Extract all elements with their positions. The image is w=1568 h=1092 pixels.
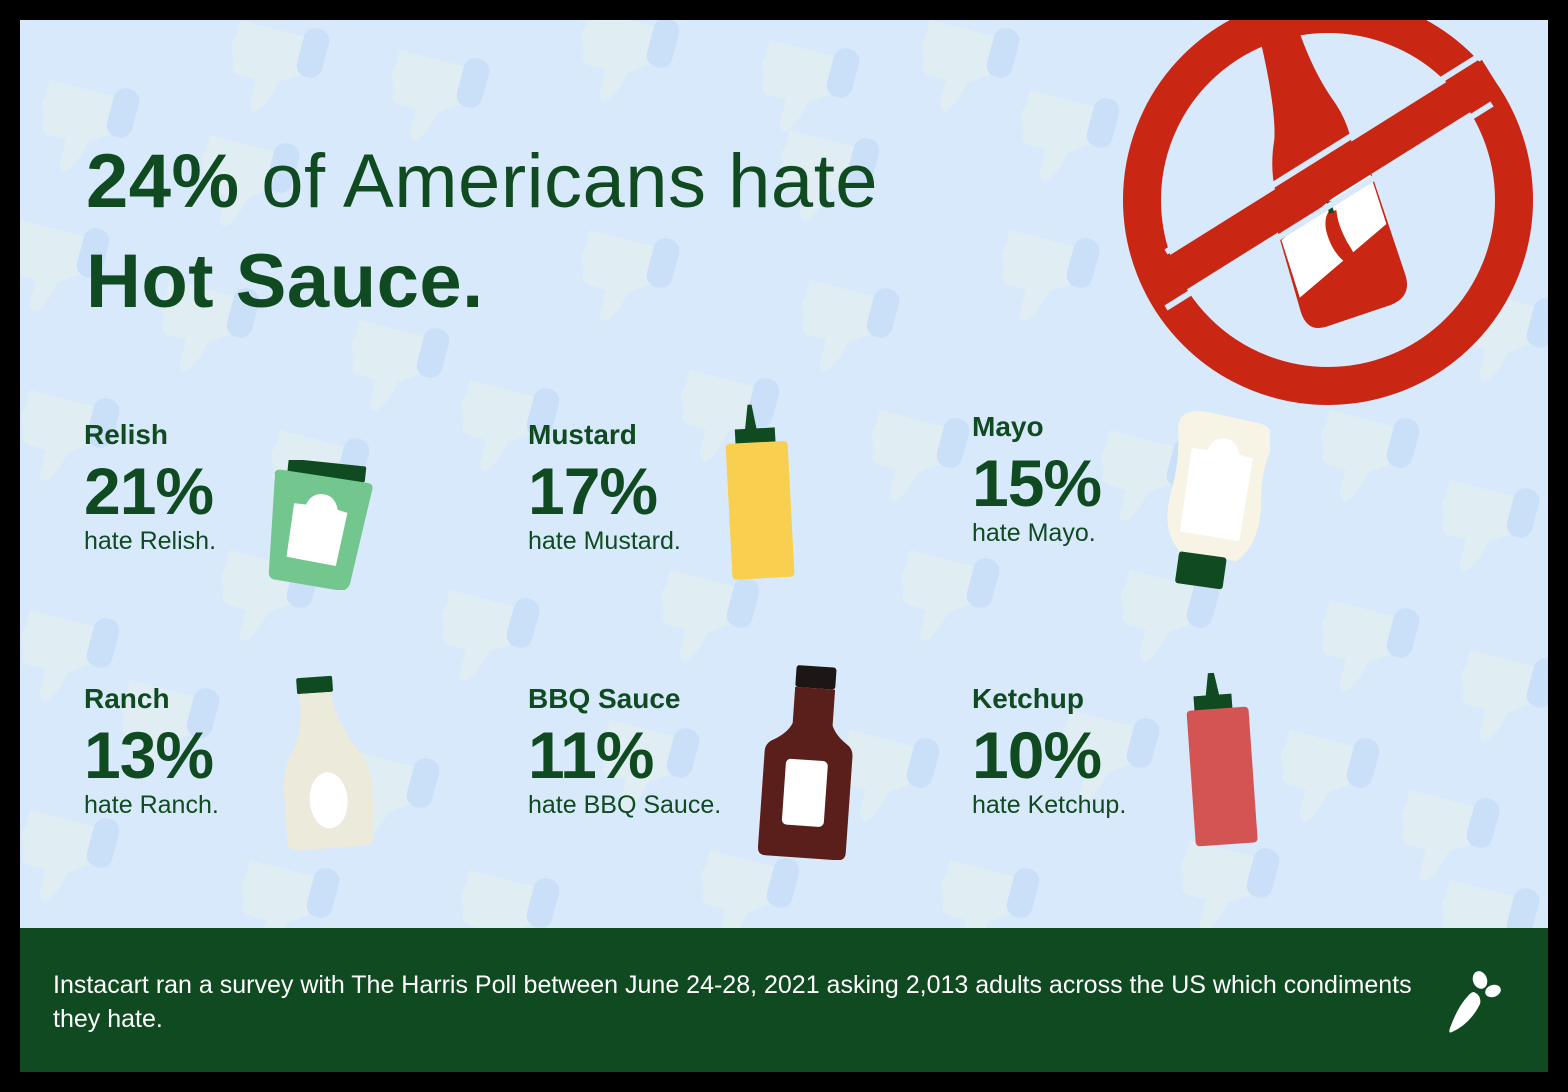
stat-description: hate BBQ Sauce.	[528, 791, 722, 819]
footer: Instacart ran a survey with The Harris P…	[20, 928, 1548, 1072]
instacart-carrot-icon	[1449, 971, 1501, 1033]
stat-label: Relish	[84, 419, 169, 450]
survey-note: Instacart ran a survey with The Harris P…	[53, 971, 1412, 1033]
relish-jar-icon	[268, 460, 373, 590]
stat-ketchup: Ketchup 10% hate Ketchup.	[972, 682, 1126, 820]
stat-ranch: Ranch 13% hate Ranch.	[84, 682, 219, 820]
stat-percent: 11%	[528, 718, 654, 792]
stat-description: hate Relish.	[84, 527, 217, 555]
stat-percent: 21%	[84, 454, 214, 528]
mustard-bottle-icon	[725, 404, 795, 580]
bbq-sauce-bottle-icon	[758, 665, 853, 860]
mayo-bottle-icon	[1167, 411, 1270, 590]
infographic-card: 24% of Americans hate Hot Sauce. Relish …	[20, 20, 1548, 1072]
stat-percent: 13%	[84, 718, 214, 792]
stat-label: Ketchup	[972, 683, 1084, 714]
stat-percent: 15%	[972, 446, 1102, 520]
stat-label: Ranch	[84, 683, 170, 714]
stat-description: hate Ranch.	[84, 791, 219, 819]
ranch-bottle-icon	[283, 675, 374, 851]
stat-description: hate Ketchup.	[972, 791, 1127, 819]
headline-text: of Americans hate	[239, 139, 879, 224]
stat-bbq-sauce: BBQ Sauce 11% hate BBQ Sauce.	[528, 682, 721, 820]
stat-percent: 17%	[528, 454, 658, 528]
stat-percent: 10%	[972, 718, 1102, 792]
stat-description: hate Mayo.	[972, 519, 1096, 547]
headline-percent: 24%	[86, 139, 240, 224]
stat-label: BBQ Sauce	[528, 683, 681, 714]
stat-description: hate Mustard.	[528, 527, 681, 555]
stat-mustard: Mustard 17% hate Mustard.	[528, 418, 681, 556]
stat-label: Mustard	[528, 419, 637, 450]
headline: 24% of Americans hate Hot Sauce.	[86, 132, 878, 332]
stat-relish: Relish 21% hate Relish.	[84, 418, 216, 556]
headline-subject: Hot Sauce.	[86, 239, 484, 324]
stat-label: Mayo	[972, 411, 1044, 442]
ketchup-bottle-icon	[1186, 672, 1258, 847]
stat-mayo: Mayo 15% hate Mayo.	[972, 410, 1102, 548]
no-hot-sauce-icon	[1123, 20, 1533, 405]
